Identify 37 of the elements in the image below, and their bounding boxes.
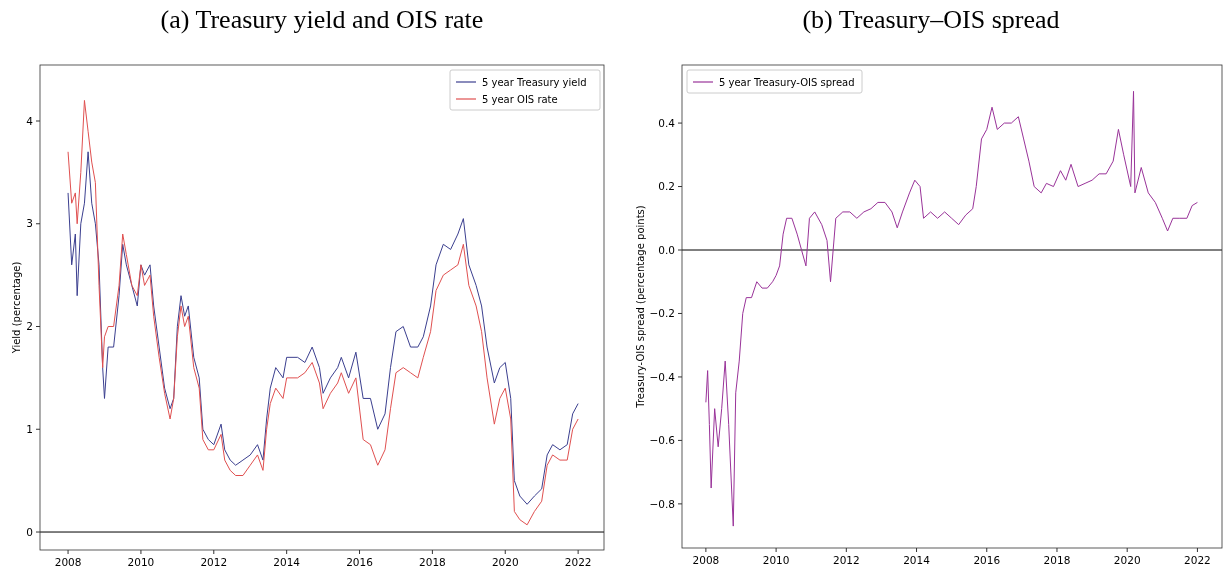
y-tick-label: −0.6	[649, 434, 676, 447]
y-tick-label: 0.4	[658, 116, 676, 129]
chart-title: (b) Treasury–OIS spread	[802, 5, 1060, 34]
chart-title: (a) Treasury yield and OIS rate	[160, 5, 484, 34]
x-tick-label: 2020	[1113, 554, 1141, 566]
y-tick-label: 0	[26, 525, 33, 538]
x-tick-label: 2016	[973, 554, 1001, 566]
legend-label: 5 year Treasury yield	[482, 76, 587, 88]
x-tick-label: 2012	[200, 556, 228, 568]
x-tick-label: 2018	[419, 556, 446, 568]
y-tick-label: −0.2	[649, 307, 675, 320]
line-series	[705, 90, 1198, 527]
x-tick-label: 2012	[832, 554, 860, 566]
x-tick-label: 2008	[692, 554, 720, 566]
line-series	[67, 151, 579, 505]
x-tick-label: 2016	[346, 556, 374, 568]
x-tick-label: 2010	[127, 556, 155, 568]
y-tick-label: 1	[26, 422, 33, 435]
y-tick-label: 0.2	[658, 180, 675, 193]
x-tick-label: 2014	[903, 554, 931, 566]
x-tick-label: 2008	[54, 556, 82, 568]
y-tick-label: −0.8	[649, 497, 675, 510]
y-tick-label: 3	[26, 217, 33, 230]
x-tick-label: 2014	[273, 556, 301, 568]
y-tick-label: 2	[26, 320, 33, 333]
y-tick-label: 4	[26, 114, 34, 127]
x-tick-label: 2022	[564, 556, 592, 568]
y-tick-label: 0.0	[658, 243, 675, 256]
x-tick-label: 2020	[491, 556, 519, 568]
legend-label: 5 year OIS rate	[482, 93, 558, 105]
legend-label: 5 year Treasury-OIS spread	[719, 76, 855, 88]
x-tick-label: 2022	[1184, 554, 1211, 566]
x-tick-label: 2010	[762, 554, 790, 566]
y-axis-title: Treasury-OIS spread (percentage points)	[635, 205, 646, 409]
y-axis-title: Yield (percentage)	[11, 261, 22, 355]
x-tick-label: 2018	[1043, 554, 1071, 566]
y-tick-label: −0.4	[649, 370, 676, 383]
